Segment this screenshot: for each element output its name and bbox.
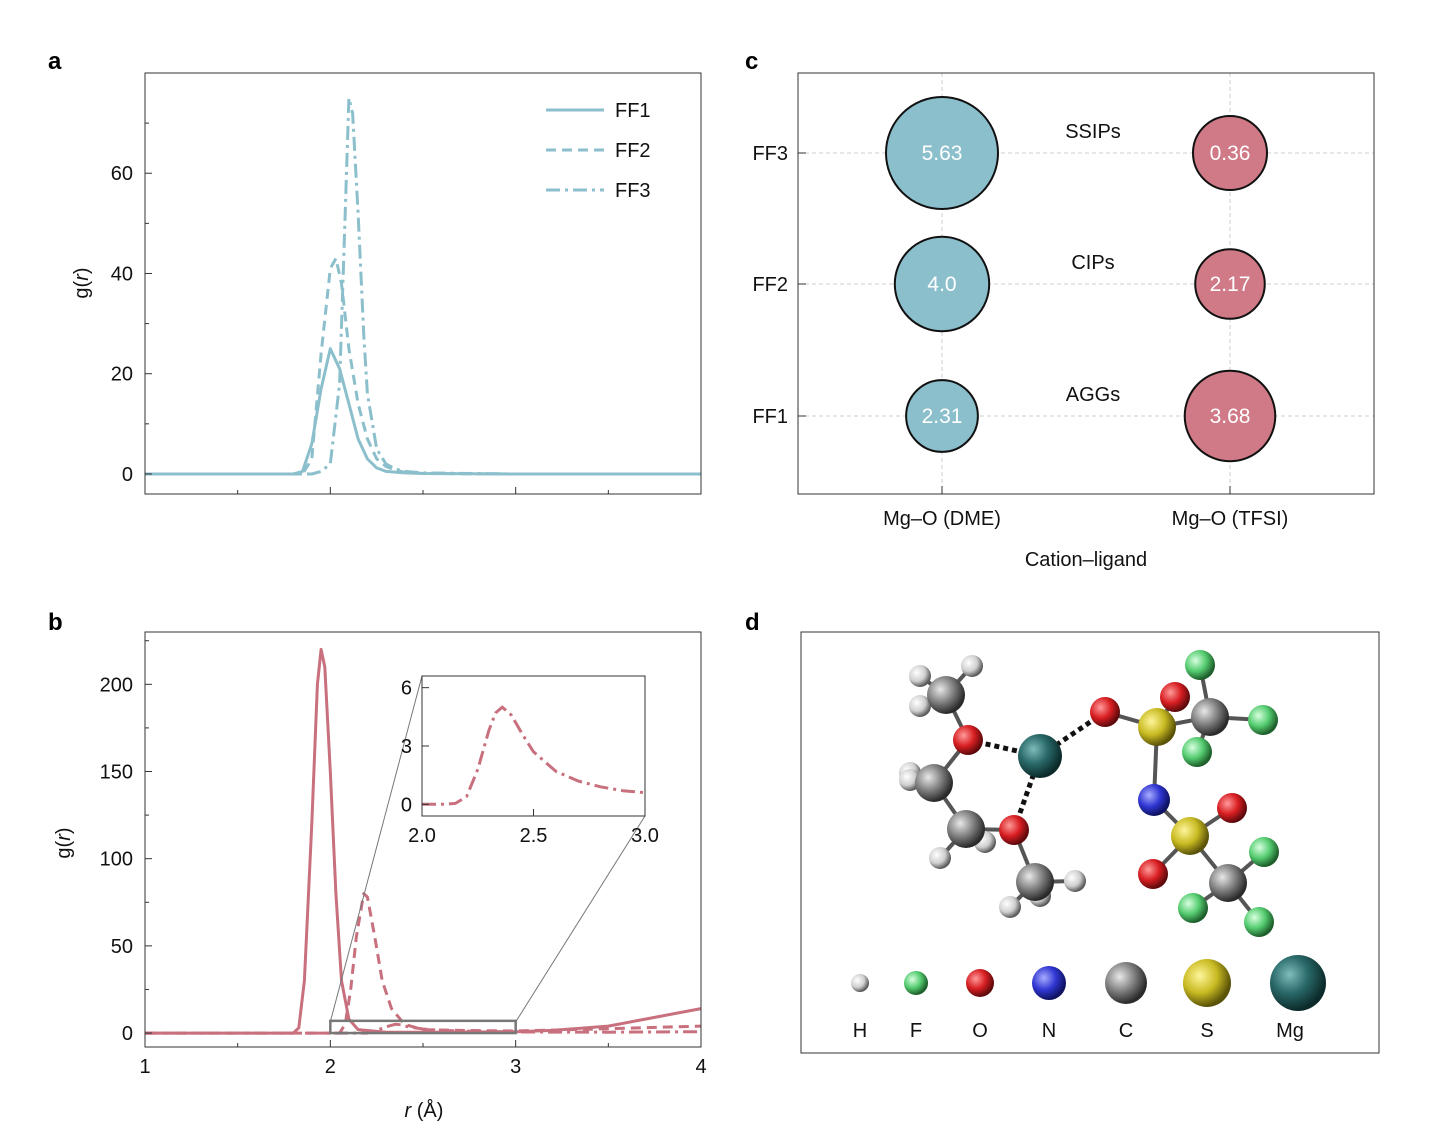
inset-ticks: 0 3 6 2.0 2.5 3.0 bbox=[401, 678, 659, 847]
chart-b-xlabel: r (Å) bbox=[405, 1099, 444, 1122]
chart-a-line-1 bbox=[145, 256, 701, 476]
chart-c-ticks: FF1 FF2 FF3 Mg–O (DME) Mg–O (TFSI) bbox=[752, 143, 1288, 530]
atom-legend: H F O N C S Mg bbox=[851, 955, 1326, 1042]
inset-background bbox=[422, 676, 645, 816]
y-category-label: FF3 bbox=[752, 143, 788, 165]
molecule-atoms bbox=[899, 650, 1279, 937]
atom-legend-c-icon bbox=[1105, 962, 1147, 1004]
chart-a-legend: FF1 FF2 FF3 bbox=[546, 100, 651, 202]
x-tick-label: 2 bbox=[325, 1056, 336, 1078]
chart-a-plot bbox=[145, 96, 701, 476]
chart-a-ticks: 0 20 40 60 bbox=[111, 72, 702, 494]
atom-legend-mg-icon bbox=[1270, 955, 1326, 1011]
x-tick-label: 2.0 bbox=[408, 825, 436, 847]
chart-b-line-1 bbox=[145, 892, 702, 1035]
y-tick-label: 3 bbox=[401, 736, 412, 758]
chart-b-ticks: 0 50 100 150 200 1 2 3 4 bbox=[100, 640, 707, 1078]
panel-label-a: a bbox=[48, 48, 62, 75]
zoom-connector-right bbox=[514, 815, 646, 1024]
inset-plot bbox=[422, 705, 646, 806]
chart-b: 0 50 100 150 200 1 2 3 4 g(r) r (Å) 0 3 6 2.0 2.5 3.0 bbox=[53, 631, 707, 1122]
bubble-value-label: 5.63 bbox=[922, 142, 963, 165]
atom-legend-h-icon bbox=[851, 974, 869, 992]
atom-legend-f-icon bbox=[904, 971, 928, 995]
y-tick-label: 0 bbox=[401, 794, 412, 816]
y-tick-label: 0 bbox=[122, 464, 133, 486]
species-label: SSIPs bbox=[1065, 121, 1121, 143]
atom-legend-f-label: F bbox=[910, 1020, 922, 1042]
x-category-label: Mg–O (DME) bbox=[883, 508, 1001, 530]
molecule-panel: H F O N C S Mg bbox=[800, 631, 1380, 1054]
panel-label-b: b bbox=[48, 609, 63, 636]
species-label: CIPs bbox=[1071, 252, 1114, 274]
atom-legend-n-icon bbox=[1032, 966, 1066, 1000]
chart-c-bubbles: SSIPs CIPs AGGs 5.63 4.0 2.31 0.36 2.17 3.68 bbox=[885, 96, 1277, 463]
x-category-label: Mg–O (TFSI) bbox=[1172, 508, 1289, 530]
atom-legend-o-icon bbox=[966, 969, 994, 997]
atom-legend-n-label: N bbox=[1042, 1020, 1056, 1042]
y-tick-label: 50 bbox=[111, 936, 133, 958]
atom-legend-c-label: C bbox=[1119, 1020, 1133, 1042]
bubble-marker bbox=[1183, 369, 1277, 463]
species-label: AGGs bbox=[1066, 384, 1120, 406]
bubble-marker bbox=[885, 96, 999, 210]
y-tick-label: 0 bbox=[122, 1023, 133, 1045]
inset-line-0 bbox=[422, 705, 646, 806]
y-tick-label: 20 bbox=[111, 364, 133, 386]
y-category-label: FF2 bbox=[752, 274, 788, 296]
atom-legend-h-label: H bbox=[853, 1020, 867, 1042]
atom-legend-s-icon bbox=[1183, 959, 1231, 1007]
chart-a-line-0 bbox=[145, 347, 701, 476]
x-tick-label: 3 bbox=[510, 1056, 521, 1078]
bubble-value-label: 2.17 bbox=[1210, 273, 1251, 296]
legend-label-ff3: FF3 bbox=[615, 180, 651, 202]
x-tick-label: 3.0 bbox=[631, 825, 659, 847]
bubble-marker bbox=[905, 379, 979, 453]
atom-legend-mg-label: Mg bbox=[1276, 1020, 1304, 1042]
y-tick-label: 6 bbox=[401, 678, 412, 700]
chart-a-ylabel: g(r) bbox=[71, 267, 93, 298]
bubble-value-label: 0.36 bbox=[1210, 142, 1251, 165]
zoom-box bbox=[329, 1019, 517, 1035]
atom-legend-o-label: O bbox=[972, 1020, 988, 1042]
panel-label-c: c bbox=[745, 48, 758, 75]
chart-a-line-2 bbox=[145, 96, 701, 476]
chart-a: 0 20 40 60 g(r) FF1 FF2 FF3 bbox=[71, 72, 702, 495]
bubble-marker bbox=[1192, 115, 1268, 191]
atom-legend-s-label: S bbox=[1200, 1020, 1213, 1042]
chart-c: FF1 FF2 FF3 Mg–O (DME) Mg–O (TFSI) SSIPs CIPs… bbox=[752, 72, 1375, 571]
x-tick-label: 1 bbox=[139, 1056, 150, 1078]
bubble-value-label: 4.0 bbox=[927, 273, 956, 296]
bubble-value-label: 3.68 bbox=[1210, 405, 1251, 428]
y-tick-label: 40 bbox=[111, 263, 133, 285]
chart-b-ylabel: g(r) bbox=[53, 827, 75, 858]
y-category-label: FF1 bbox=[752, 406, 788, 428]
y-tick-label: 100 bbox=[100, 849, 133, 871]
bubble-marker bbox=[893, 235, 991, 333]
zoom-connector-left bbox=[329, 675, 423, 1024]
y-tick-label: 150 bbox=[100, 761, 133, 783]
x-tick-label: 2.5 bbox=[520, 825, 548, 847]
panel-label-d: d bbox=[745, 609, 760, 636]
y-tick-label: 60 bbox=[111, 163, 133, 185]
chart-c-xlabel: Cation–ligand bbox=[1025, 549, 1147, 571]
bubble-value-label: 2.31 bbox=[922, 405, 963, 428]
y-tick-label: 200 bbox=[100, 674, 133, 696]
chart-a-frame bbox=[144, 72, 702, 495]
bubble-marker bbox=[1194, 248, 1266, 320]
legend-label-ff2: FF2 bbox=[615, 140, 651, 162]
legend-label-ff1: FF1 bbox=[615, 100, 651, 122]
x-tick-label: 4 bbox=[695, 1056, 706, 1078]
